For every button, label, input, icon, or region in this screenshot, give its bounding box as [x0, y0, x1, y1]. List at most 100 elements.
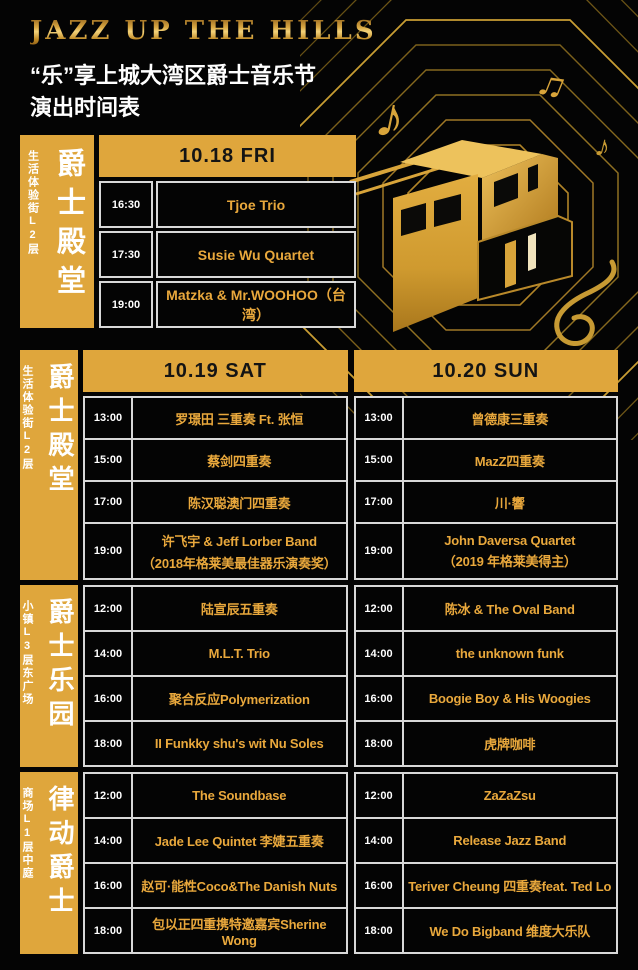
- time-cell: 17:00: [85, 482, 133, 522]
- time-cell: 12:00: [85, 587, 133, 630]
- artist-cell: 陈冰 & The Oval Band: [403, 587, 616, 630]
- friday-schedule-table: 生活体验街L2层 爵士殿堂 10.18 FRI 16:30 Tjoe Trio …: [20, 135, 356, 328]
- schedule-row: 14:00 M.L.T. Trio: [85, 630, 346, 675]
- artist-cell: 曾德康三重奏: [403, 398, 616, 438]
- artist-cell: M.L.T. Trio: [133, 632, 346, 675]
- day-header-sat: 10.19 SAT: [83, 350, 348, 392]
- schedule-row: 17:00 川·響: [355, 480, 616, 522]
- venue-column-jazz-hall: 生活体验街L2层 爵士殿堂: [20, 135, 94, 328]
- venue-location: 小镇L3层东广场: [21, 600, 33, 706]
- venue-column-rhythm-jazz: 商场L1层中庭 律动爵士: [20, 772, 78, 954]
- schedule-row: 12:00 陆宣辰五重奏: [85, 587, 346, 630]
- day-header-fri: 10.18 FRI: [99, 135, 356, 177]
- time-cell: 17:00: [355, 482, 404, 522]
- artist-cell: 陈汉聪澳门四重奏: [133, 482, 346, 522]
- time-cell: 19:00: [355, 524, 404, 578]
- time-cell: 13:00: [355, 398, 404, 438]
- schedule-row: 18:00 II Funkky shu's wit Nu Soles: [85, 720, 346, 765]
- artist-cell: Release Jazz Band: [403, 819, 616, 862]
- time-cell: 14:00: [85, 819, 133, 862]
- schedule-row: 19:00 John Daversa Quartet （2019 年格莱美得主）: [355, 522, 616, 578]
- schedule-row: 16:00 赵可·能性Coco&The Danish Nuts: [85, 862, 346, 907]
- schedule-row: 18:00 包以正四重携特邀嘉宾Sherine Wong: [85, 907, 346, 952]
- time-cell: 18:00: [85, 722, 133, 765]
- section-rhythm-jazz: 商场L1层中庭 律动爵士 12:00 The Soundbase 14:00 J…: [20, 772, 618, 954]
- artist-cell: the unknown funk: [403, 632, 616, 675]
- time-cell: 16:00: [355, 677, 404, 720]
- venue-name: 爵士乐园: [45, 598, 75, 734]
- day-header-sun: 10.20 SUN: [353, 350, 618, 392]
- time-cell: 15:00: [85, 440, 133, 480]
- venue-name: 爵士殿堂: [45, 363, 75, 499]
- sunday-column: 12:00 陈冰 & The Oval Band 14:00 the unkno…: [353, 585, 618, 767]
- saturday-column: 12:00 The Soundbase 14:00 Jade Lee Quint…: [83, 772, 348, 954]
- artist-cell: 川·響: [403, 482, 616, 522]
- artist-cell: Jade Lee Quintet 李婕五重奏: [133, 819, 346, 862]
- venue-name: 律动爵士: [45, 785, 75, 921]
- schedule-row: 12:00 陈冰 & The Oval Band: [355, 587, 616, 630]
- schedule-row: 16:00 Teriver Cheung 四重奏feat. Ted Lo: [355, 862, 616, 907]
- subtitle-line1: “乐”享上城大湾区爵士音乐节: [30, 63, 317, 88]
- artist-name: John Daversa Quartet: [444, 532, 576, 548]
- artist-cell: Boogie Boy & His Woogies: [403, 677, 616, 720]
- schedule-row: 13:00 曾德康三重奏: [355, 398, 616, 438]
- page-title: JAZZ UP THE HILLS: [30, 16, 377, 46]
- time-cell: 16:00: [355, 864, 404, 907]
- time-cell: 19:00: [99, 281, 153, 328]
- schedule-row: 15:00 蔡剑四重奏: [85, 438, 346, 480]
- time-cell: 16:30: [99, 181, 153, 228]
- time-cell: 17:30: [99, 231, 153, 278]
- schedule-row: 13:00 罗璟田 三重奏 Ft. 张恒: [85, 398, 346, 438]
- weekend-schedule-table: 生活体验街L2层 爵士殿堂 10.19 SAT 10.20 SUN 13:00 …: [20, 350, 618, 954]
- artist-cell: 聚合反应Polymerization: [133, 677, 346, 720]
- time-cell: 18:00: [85, 909, 133, 952]
- schedule-row: 19:00 许飞宇 & Jeff Lorber Band （2018年格莱美最佳…: [85, 522, 346, 578]
- artist-cell: ZaZaZsu: [403, 774, 616, 817]
- artist-cell: 包以正四重携特邀嘉宾Sherine Wong: [133, 909, 346, 952]
- time-cell: 14:00: [355, 632, 404, 675]
- time-cell: 19:00: [85, 524, 133, 578]
- schedule-row: 12:00 The Soundbase: [85, 774, 346, 817]
- artist-name: 许飞宇 & Jeff Lorber Band: [161, 533, 317, 549]
- subtitle-line2: 演出时间表: [30, 94, 141, 120]
- time-cell: 13:00: [85, 398, 133, 438]
- artist-cell: 陆宣辰五重奏: [133, 587, 346, 630]
- schedule-row: 16:30 Tjoe Trio: [99, 181, 356, 228]
- artist-cell: We Do Bigband 维度大乐队: [403, 909, 616, 952]
- schedule-row: 16:00 Boogie Boy & His Woogies: [355, 675, 616, 720]
- schedule-row: 15:00 MazZ四重奏: [355, 438, 616, 480]
- clef-flourish-icon: [554, 259, 617, 346]
- sunday-column: 12:00 ZaZaZsu 14:00 Release Jazz Band 16…: [353, 772, 618, 954]
- header: JAZZ UP THE HILLS “乐”享上城大湾区爵士音乐节 演出时间表: [30, 16, 377, 124]
- time-cell: 14:00: [85, 632, 133, 675]
- artist-cell: 蔡剑四重奏: [133, 440, 346, 480]
- schedule-row: 16:00 聚合反应Polymerization: [85, 675, 346, 720]
- schedule-row: 18:00 虎牌咖啡: [355, 720, 616, 765]
- schedule-row: 12:00 ZaZaZsu: [355, 774, 616, 817]
- section-jazz-park: 小镇L3层东广场 爵士乐园 12:00 陆宣辰五重奏 14:00 M.L.T. …: [20, 585, 618, 767]
- artist-cell: 赵可·能性Coco&The Danish Nuts: [133, 864, 346, 907]
- artist-cell: Tjoe Trio: [156, 181, 356, 228]
- venue-location: 生活体验街L2层: [21, 365, 33, 471]
- schedule-row: 18:00 We Do Bigband 维度大乐队: [355, 907, 616, 952]
- artist-note: （2019 年格莱美得主）: [442, 553, 577, 569]
- time-cell: 12:00: [355, 587, 404, 630]
- artist-cell: 虎牌咖啡: [403, 722, 616, 765]
- venue-column-jazz-park: 小镇L3层东广场 爵士乐园: [20, 585, 78, 767]
- time-cell: 12:00: [355, 774, 404, 817]
- venue-column-jazz-hall: 生活体验街L2层 爵士殿堂: [20, 350, 78, 580]
- artist-cell: 许飞宇 & Jeff Lorber Band （2018年格莱美最佳器乐演奏奖）: [133, 524, 346, 578]
- venue-location: 生活体验街L2层: [26, 150, 39, 256]
- venue-name: 爵士殿堂: [52, 148, 85, 304]
- time-cell: 18:00: [355, 722, 404, 765]
- schedule-row: 14:00 Jade Lee Quintet 李婕五重奏: [85, 817, 346, 862]
- time-cell: 14:00: [355, 819, 404, 862]
- artist-cell: Teriver Cheung 四重奏feat. Ted Lo: [403, 864, 616, 907]
- schedule-row: 14:00 the unknown funk: [355, 630, 616, 675]
- artist-cell: MazZ四重奏: [403, 440, 616, 480]
- schedule-row: 17:30 Susie Wu Quartet: [99, 231, 356, 278]
- time-cell: 15:00: [355, 440, 404, 480]
- schedule-row: 17:00 陈汉聪澳门四重奏: [85, 480, 346, 522]
- saturday-column: 13:00 罗璟田 三重奏 Ft. 张恒 15:00 蔡剑四重奏 17:00 陈…: [83, 396, 348, 580]
